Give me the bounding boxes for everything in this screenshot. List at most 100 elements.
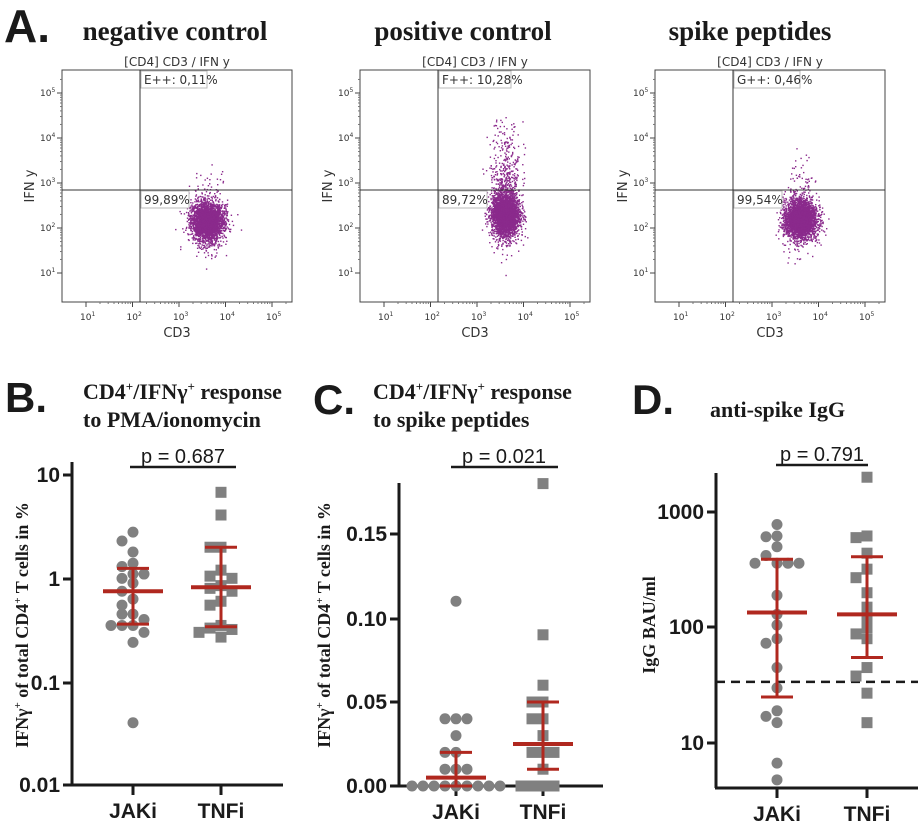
event-dot [220,216,222,218]
event-dot [193,235,195,237]
event-dot [194,201,196,203]
event-dot [202,209,204,212]
event-dot [201,207,203,209]
event-dot [209,179,211,181]
event-dot [193,226,195,228]
event-dot [200,208,203,211]
event-dot [188,222,190,224]
event-dot [223,229,226,232]
event-dot [215,228,217,230]
event-dot [213,212,215,214]
event-dot [217,223,219,225]
event-dot [194,228,196,230]
event-dot [203,214,205,217]
event-dot [518,204,520,206]
event-dot [206,243,208,245]
event-dot [214,228,216,230]
event-dot [216,225,218,227]
event-dot [208,238,210,240]
event-dot [198,238,200,240]
event-dot [209,244,212,247]
event-dot [223,230,226,232]
event-dot [191,227,193,229]
event-dot [213,237,215,240]
event-dot [490,223,493,225]
event-dot [191,209,193,211]
event-dot [215,213,218,215]
event-dot [512,198,515,200]
event-dot [212,237,214,239]
event-dot [201,205,203,207]
event-dot [491,228,494,230]
event-dot [228,223,231,226]
event-dot [208,246,211,248]
event-dot [204,231,206,233]
event-dot [194,223,196,225]
event-dot [209,238,211,241]
event-dot [189,210,191,212]
event-dot [225,236,227,239]
event-dot [202,184,204,186]
event-dot [214,243,216,246]
event-dot [216,203,218,206]
event-dot [511,228,513,230]
event-dot [222,237,224,239]
event-dot [205,256,207,259]
event-dot [189,222,192,225]
event-dot [212,228,214,231]
event-dot [195,230,198,232]
event-dot [494,241,497,243]
event-dot [212,225,214,227]
event-dot [210,230,213,232]
event-dot [514,192,517,195]
event-dot [210,233,212,236]
event-dot [219,179,222,181]
event-dot [214,232,216,234]
event-dot [210,240,212,242]
event-dot [190,199,192,201]
event-dot [205,207,207,209]
event-dot [198,216,200,218]
event-dot [218,198,221,201]
event-dot [196,203,198,206]
event-dot [500,147,503,149]
event-dot [201,219,203,221]
event-dot [213,226,215,228]
event-dot [197,199,200,201]
event-dot [524,211,526,213]
event-dot [211,219,214,221]
event-dot [225,243,227,245]
event-dot [197,227,199,229]
event-dot [491,208,493,210]
event-dot [198,243,200,245]
event-dot [188,214,190,216]
event-dot [210,227,213,229]
event-dot [198,235,200,238]
event-dot [217,208,219,210]
event-dot [207,223,209,225]
event-dot [224,229,227,232]
event-dot [211,255,213,257]
event-dot [222,182,224,184]
event-dot [206,233,208,235]
event-dot [195,227,197,230]
event-dot [214,208,217,210]
event-dot [218,227,220,229]
event-dot [214,231,216,233]
event-dot [200,212,202,214]
event-dot [199,208,201,210]
event-dot [186,226,188,229]
event-dot [196,221,199,224]
event-dot [199,227,201,229]
event-dot [196,233,199,236]
event-dot [195,215,197,218]
event-dot [202,237,204,240]
event-dot [197,200,199,203]
event-dot [204,212,206,214]
event-dot [209,199,212,201]
event-dot [224,205,226,207]
event-dot [516,230,518,233]
event-dot [213,243,215,245]
event-dot [201,211,203,214]
event-dot [211,214,214,216]
